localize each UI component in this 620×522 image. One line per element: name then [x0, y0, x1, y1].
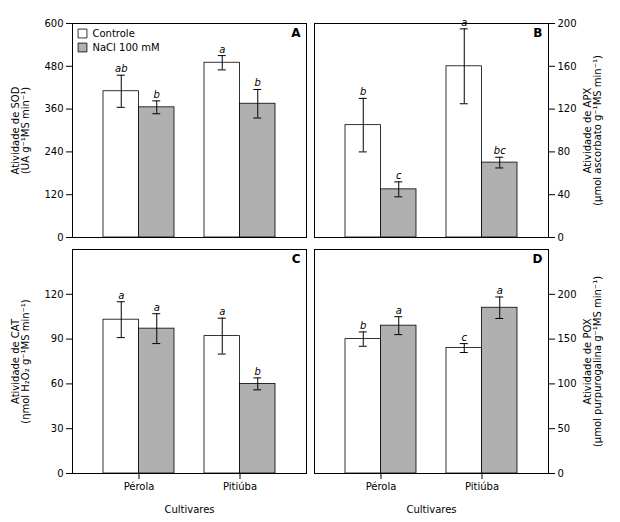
svg-text:Controle: Controle [93, 28, 135, 39]
svg-text:c: c [396, 170, 402, 181]
svg-text:A: A [291, 26, 301, 40]
svg-text:120: 120 [44, 189, 63, 200]
svg-text:c: c [462, 332, 468, 343]
svg-text:90: 90 [51, 333, 64, 344]
svg-text:NaCl 100 mM: NaCl 100 mM [93, 42, 160, 53]
svg-text:b: b [255, 77, 261, 88]
svg-text:D: D [533, 252, 543, 266]
svg-text:160: 160 [558, 61, 577, 72]
svg-text:150: 150 [558, 333, 577, 344]
svg-text:Atividade de POX(μmol purpurog: Atividade de POX(μmol purpurogalina g⁻¹M… [582, 276, 603, 447]
svg-text:120: 120 [44, 289, 63, 300]
svg-text:a: a [219, 306, 225, 317]
svg-text:b: b [154, 89, 160, 100]
svg-text:a: a [219, 44, 225, 55]
svg-text:B: B [533, 26, 542, 40]
svg-text:100: 100 [558, 378, 577, 389]
svg-text:480: 480 [44, 61, 63, 72]
svg-text:200: 200 [558, 18, 577, 29]
svg-text:40: 40 [558, 189, 571, 200]
svg-text:Pitiúba: Pitiúba [465, 481, 499, 492]
svg-text:60: 60 [51, 378, 64, 389]
svg-text:0: 0 [558, 232, 564, 243]
svg-text:240: 240 [44, 146, 63, 157]
svg-text:0: 0 [57, 232, 63, 243]
svg-text:Cultivares: Cultivares [406, 504, 456, 515]
svg-text:a: a [154, 302, 160, 313]
svg-text:200: 200 [558, 289, 577, 300]
svg-text:Pérola: Pérola [124, 481, 155, 492]
svg-text:b: b [255, 366, 261, 377]
svg-text:360: 360 [44, 103, 63, 114]
svg-text:600: 600 [44, 18, 63, 29]
svg-text:Cultivares: Cultivares [164, 504, 214, 515]
svg-text:bc: bc [494, 145, 506, 156]
svg-text:80: 80 [558, 146, 571, 157]
svg-text:Atividade de SOD(UA g⁻¹MS min⁻: Atividade de SOD(UA g⁻¹MS min⁻¹) [10, 86, 31, 174]
svg-text:30: 30 [51, 423, 64, 434]
svg-text:Pérola: Pérola [366, 481, 397, 492]
svg-text:120: 120 [558, 103, 577, 114]
svg-text:0: 0 [558, 468, 564, 479]
svg-text:a: a [396, 305, 402, 316]
svg-text:Pitiúba: Pitiúba [223, 481, 257, 492]
svg-text:b: b [360, 86, 366, 97]
svg-text:50: 50 [558, 423, 571, 434]
svg-text:b: b [360, 320, 366, 331]
svg-text:ab: ab [115, 63, 127, 74]
svg-text:C: C [292, 252, 301, 266]
svg-text:0: 0 [57, 468, 63, 479]
svg-text:a: a [118, 290, 124, 301]
svg-text:Atividade de CAT(ηmol H₂O₂ g⁻¹: Atividade de CAT(ηmol H₂O₂ g⁻¹MS min⁻¹) [10, 299, 31, 424]
svg-text:Atividade de APX(μmol ascorbat: Atividade de APX(μmol ascorbato g⁻¹MS mi… [582, 55, 603, 206]
svg-text:a: a [461, 17, 467, 28]
svg-text:a: a [497, 285, 503, 296]
